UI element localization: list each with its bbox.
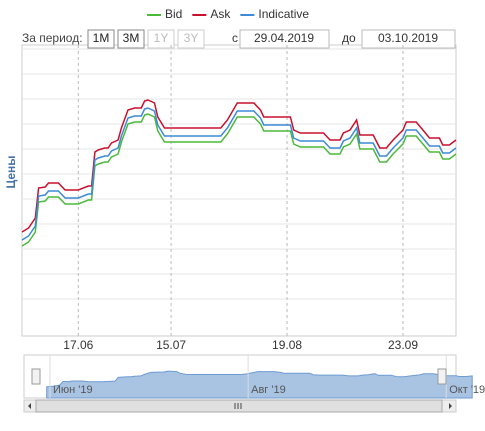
range-button-label: 1Y [154,31,169,45]
to-input[interactable] [361,29,456,49]
legend-label[interactable]: Bid [165,7,182,21]
legend-label[interactable]: Ask [210,7,231,21]
x-tick-label: 19.08 [272,338,302,352]
x-tick-label: 15.07 [156,338,186,352]
from-value[interactable]: 29.04.2019 [254,31,314,45]
series-line [21,107,457,241]
x-tick-label: 23.09 [388,338,418,352]
y-axis-title: Цены [4,155,18,188]
range-button[interactable] [87,29,115,49]
navigator-handle[interactable] [437,368,447,385]
navigator-handle[interactable] [31,368,41,385]
from-input[interactable] [239,29,330,49]
navigator-label: Окт '19 [449,384,485,396]
range-button-label[interactable]: 1M [93,31,110,45]
range-button [177,29,205,49]
scrollbar-grip [234,403,242,409]
navigator-label: Авг '19 [251,384,286,396]
navigator-area [46,370,473,399]
series-line [21,113,457,247]
series-line [21,99,457,233]
range-button-label[interactable]: 3M [123,31,140,45]
x-tick-label: 17.06 [63,338,93,352]
from-label: с [232,31,238,45]
navigator-label: Июн '19 [53,384,93,396]
range-button-label: 3Y [184,31,199,45]
plot-border [21,44,457,337]
range-label: За период: [22,31,83,45]
legend-label[interactable]: Indicative [258,7,309,21]
range-button[interactable] [117,29,145,49]
to-label: до [342,31,356,45]
to-value[interactable]: 03.10.2019 [378,31,438,45]
range-button [147,29,175,49]
scrollbar-thumb[interactable] [35,399,443,413]
